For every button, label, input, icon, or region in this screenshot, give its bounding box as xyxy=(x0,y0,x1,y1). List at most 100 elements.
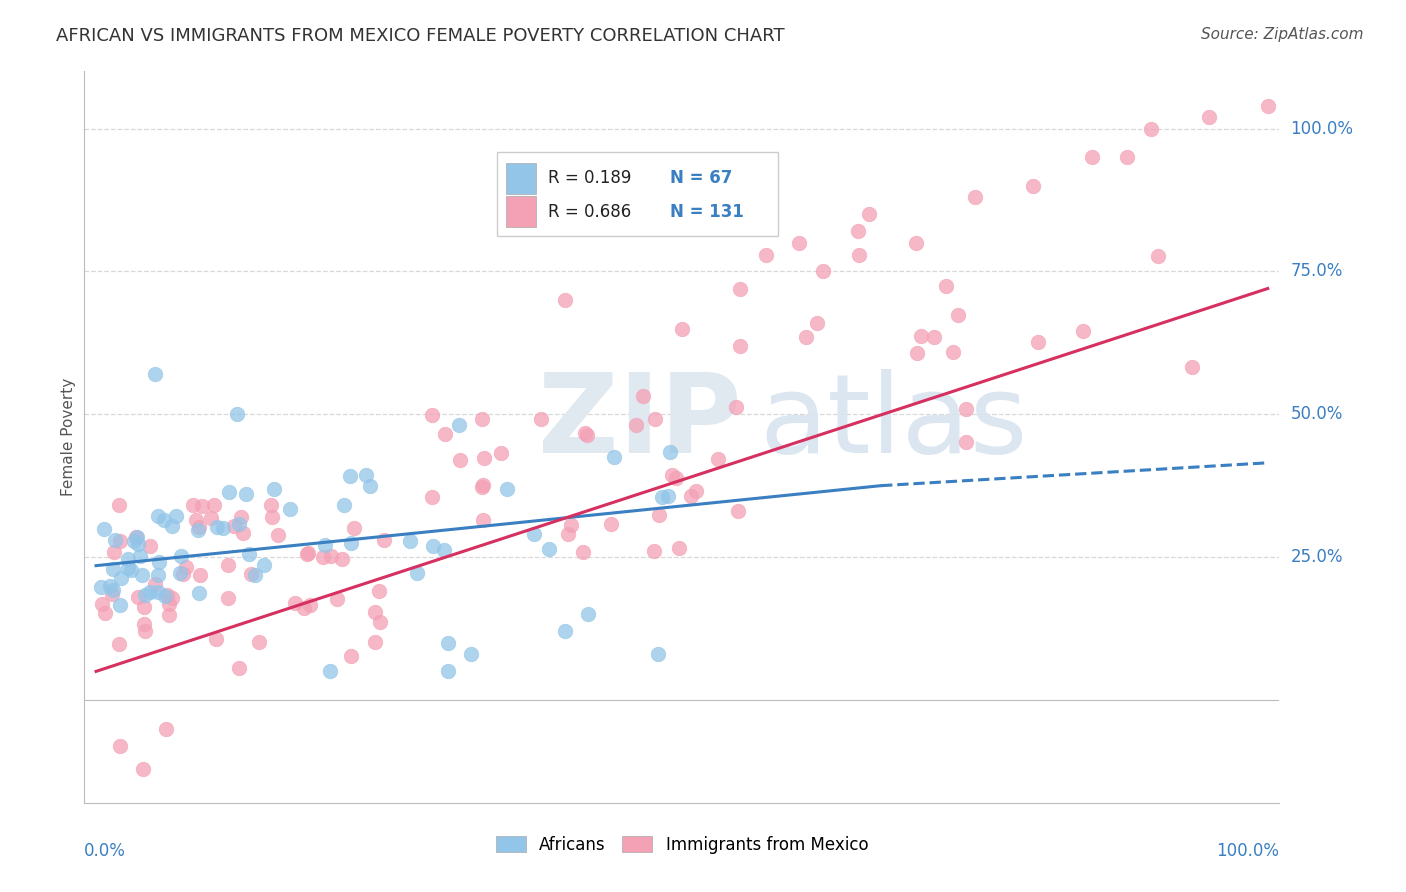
Point xyxy=(907,346,929,360)
Text: R = 0.686: R = 0.686 xyxy=(548,202,631,221)
Point xyxy=(339,468,361,483)
Point xyxy=(955,435,977,450)
Point xyxy=(665,471,688,485)
Text: 75.0%: 75.0% xyxy=(1291,262,1343,280)
Point xyxy=(188,519,211,533)
Point xyxy=(129,549,152,563)
Point xyxy=(160,519,183,533)
Point xyxy=(184,512,207,526)
Point xyxy=(224,518,246,533)
Point xyxy=(373,533,395,547)
Point xyxy=(707,452,730,467)
Point xyxy=(205,519,228,533)
Legend: Africans, Immigrants from Mexico: Africans, Immigrants from Mexico xyxy=(489,829,875,860)
Text: AFRICAN VS IMMIGRANTS FROM MEXICO FEMALE POVERTY CORRELATION CHART: AFRICAN VS IMMIGRANTS FROM MEXICO FEMALE… xyxy=(56,27,785,45)
Point xyxy=(139,585,162,599)
Point xyxy=(755,248,778,262)
Point xyxy=(343,521,366,535)
Point xyxy=(575,428,598,442)
Point xyxy=(232,525,254,540)
Point xyxy=(557,527,579,541)
Point xyxy=(132,617,155,632)
Point xyxy=(471,480,494,494)
Point xyxy=(368,615,391,630)
Point xyxy=(200,511,222,525)
Point xyxy=(314,538,336,552)
Point xyxy=(253,558,276,572)
Point xyxy=(187,523,209,537)
Point xyxy=(948,308,970,322)
Point xyxy=(554,293,576,307)
Point xyxy=(471,477,494,491)
Point xyxy=(134,588,156,602)
Text: 100.0%: 100.0% xyxy=(1216,842,1279,860)
Point xyxy=(848,248,870,262)
Point xyxy=(101,583,124,598)
Point xyxy=(212,521,235,535)
Point xyxy=(191,499,214,513)
Point xyxy=(489,446,512,460)
Point xyxy=(794,329,817,343)
Point xyxy=(228,516,250,531)
Point xyxy=(187,585,209,599)
Point xyxy=(132,600,155,615)
Text: N = 131: N = 131 xyxy=(671,202,744,221)
Point xyxy=(143,577,166,591)
Point xyxy=(228,661,250,675)
Point xyxy=(436,665,458,679)
Point xyxy=(340,649,363,664)
Point xyxy=(181,499,204,513)
Point xyxy=(143,368,166,382)
Point xyxy=(243,568,266,582)
Point xyxy=(574,425,596,440)
Point xyxy=(146,508,169,523)
Text: 25.0%: 25.0% xyxy=(1291,548,1343,566)
Point xyxy=(297,547,319,561)
Point xyxy=(125,530,148,544)
Text: R = 0.189: R = 0.189 xyxy=(548,169,631,187)
Point xyxy=(599,516,621,531)
Point xyxy=(1257,98,1279,112)
Point xyxy=(156,588,179,602)
Point xyxy=(858,207,880,221)
Point xyxy=(538,541,561,556)
Point xyxy=(1116,150,1139,164)
Point xyxy=(90,597,112,611)
Text: atlas: atlas xyxy=(759,369,1028,476)
Point xyxy=(806,317,828,331)
Point xyxy=(217,558,239,573)
Point xyxy=(280,502,302,516)
Point xyxy=(120,563,142,577)
Point xyxy=(148,567,170,582)
Point xyxy=(202,498,225,512)
Point xyxy=(963,190,986,204)
Text: 0.0%: 0.0% xyxy=(84,842,127,860)
Point xyxy=(103,562,125,576)
Point xyxy=(157,608,180,623)
Point xyxy=(643,543,665,558)
Point xyxy=(157,597,180,611)
Point xyxy=(846,224,869,238)
Bar xyxy=(506,162,536,194)
Point xyxy=(668,541,690,555)
Point xyxy=(422,539,444,553)
Point xyxy=(101,587,124,601)
Point xyxy=(174,560,197,574)
Point xyxy=(1181,360,1204,375)
Point xyxy=(434,426,457,441)
Point xyxy=(364,606,387,620)
Point xyxy=(169,566,191,580)
Point xyxy=(108,533,131,548)
Point xyxy=(260,510,283,524)
Point xyxy=(148,555,170,569)
Point xyxy=(117,552,139,566)
Point xyxy=(955,402,977,417)
Point xyxy=(1071,324,1094,338)
Point xyxy=(1139,121,1161,136)
Point xyxy=(657,489,679,503)
Point xyxy=(225,407,247,421)
Point xyxy=(1081,150,1104,164)
Point xyxy=(267,527,290,541)
Point xyxy=(471,412,494,426)
Point xyxy=(172,567,194,582)
